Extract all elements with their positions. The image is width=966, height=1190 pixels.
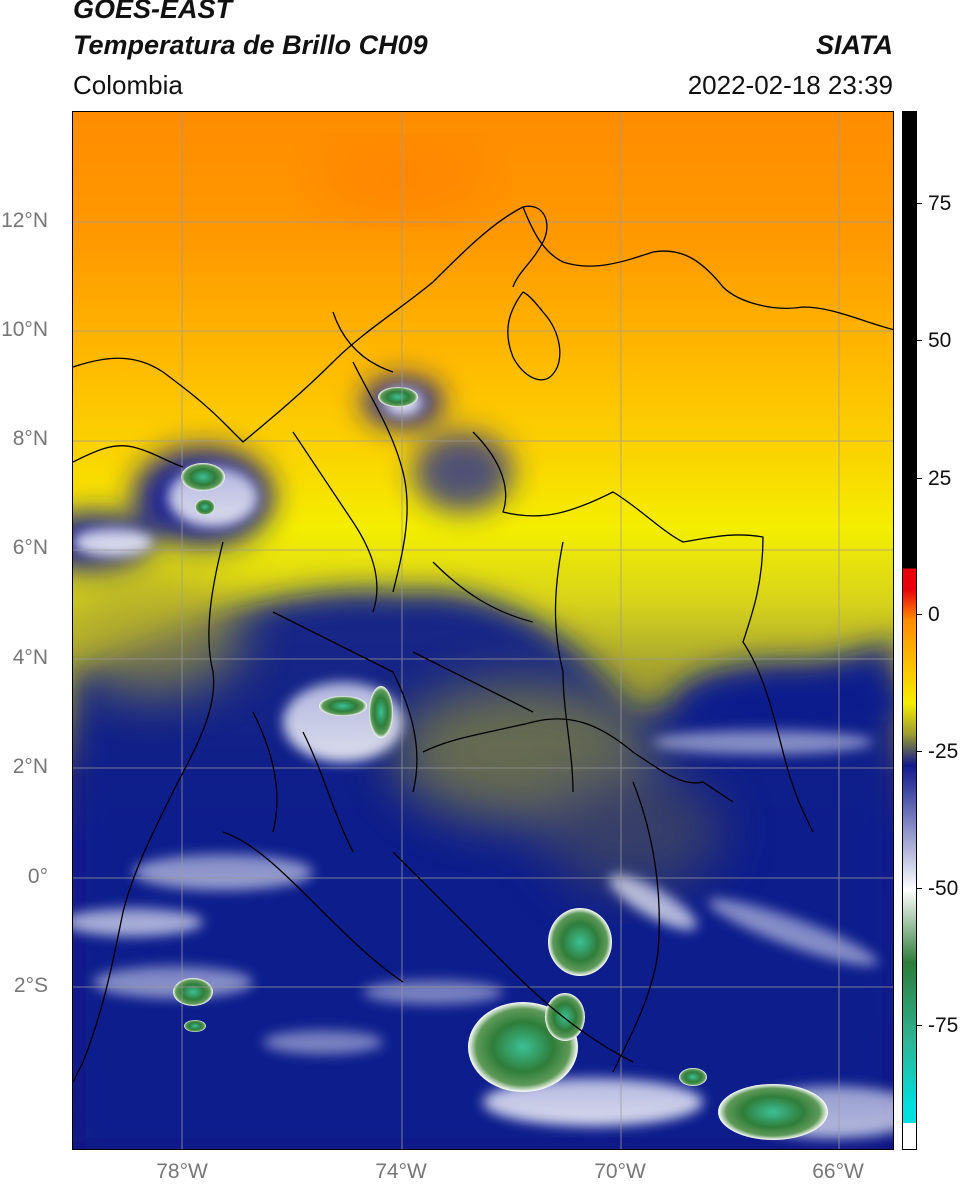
panama	[73, 445, 184, 468]
colorbar-tick-label: 0	[928, 603, 940, 626]
map-frame	[72, 111, 894, 1150]
convective-cores	[173, 387, 828, 1140]
region: Colombia	[73, 70, 183, 100]
dept-line-3	[272, 611, 418, 793]
amazon-border	[392, 851, 634, 1063]
colombia-east-border	[472, 431, 814, 833]
colorbar-tick	[917, 203, 922, 204]
lat-tick-label: 0°	[27, 865, 48, 888]
colorbar-tick-label: -75	[928, 1014, 959, 1037]
dept-line-5	[302, 731, 354, 853]
guajira	[522, 206, 893, 331]
lat-tick-label: 6°N	[12, 536, 48, 559]
venezuela-border	[554, 541, 574, 793]
dept-line-8	[412, 651, 534, 713]
colorbar-tick	[917, 888, 922, 889]
dept-line-4	[252, 711, 278, 833]
peru-brazil-border	[612, 781, 660, 1073]
colorbar-tick-label: -25	[928, 740, 959, 763]
lat-tick-label: 2°N	[12, 755, 48, 778]
colombia-south-border	[422, 718, 734, 803]
colorbar-tick	[917, 751, 922, 752]
cold-cloud-field	[73, 377, 893, 1149]
pacific-coast	[73, 541, 224, 1083]
lon-tick-label: 70°W	[594, 1160, 646, 1183]
dept-line-2	[352, 361, 408, 593]
maracaibo-lake	[507, 291, 561, 381]
lat-tick-label: 4°N	[12, 646, 48, 669]
lon-tick-label: 74°W	[375, 1160, 427, 1183]
top-title: GOES-EAST	[73, 0, 233, 24]
lat-tick-label: 2°S	[13, 974, 48, 997]
warm-spot	[313, 142, 493, 222]
sub-title: Temperatura de Brillo CH09	[73, 30, 428, 60]
caribbean-coast	[73, 205, 548, 443]
lat-tick-label: 10°N	[1, 318, 48, 341]
colorbar	[902, 111, 917, 1150]
timestamp: 2022-02-18 23:39	[687, 70, 893, 100]
colorbar-tick	[917, 1025, 922, 1026]
lon-tick-label: 78°W	[156, 1160, 208, 1183]
ecuador-border	[222, 831, 404, 983]
colorbar-tick	[917, 614, 922, 615]
colorbar-tick-label: 25	[928, 467, 952, 490]
lon-tick-label: 66°W	[812, 1160, 864, 1183]
source: SIATA	[816, 30, 893, 60]
colorbar-tick-label: 50	[928, 329, 952, 352]
olive-patches	[73, 572, 723, 892]
colorbar-tick-label: 75	[928, 192, 952, 215]
lat-tick-label: 8°N	[12, 427, 48, 450]
map-svg	[73, 112, 893, 1149]
dept-line-7	[332, 311, 394, 373]
borders	[73, 205, 893, 1083]
colorbar-tick-label: -50	[928, 877, 959, 900]
lat-tick-label: 12°N	[1, 209, 48, 232]
dept-line-6	[432, 561, 534, 623]
dept-line-1	[292, 431, 378, 613]
colorbar-tick	[917, 478, 922, 479]
colorbar-tick	[917, 340, 922, 341]
